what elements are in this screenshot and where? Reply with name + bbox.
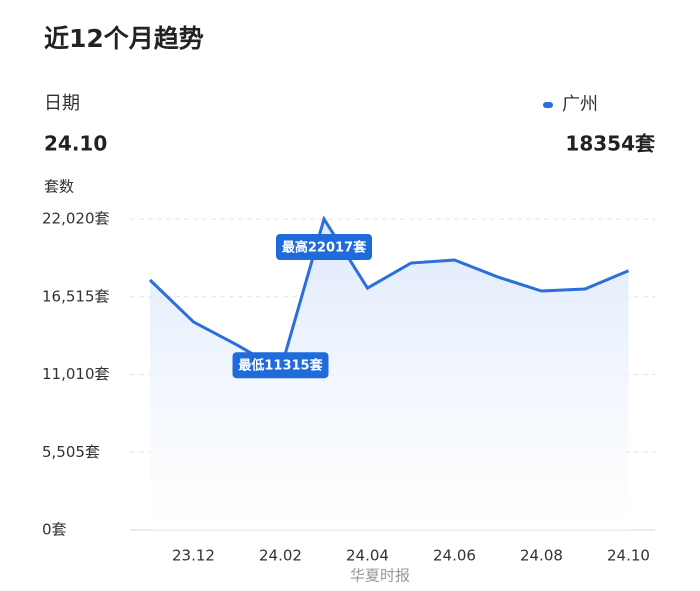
x-tick-label: 24.10	[607, 547, 650, 565]
selected-value: 18354套	[565, 132, 655, 156]
area	[150, 219, 629, 531]
chart-title: 近12个月趋势	[44, 24, 204, 53]
y-tick-label: 22,020套	[42, 210, 110, 228]
annotation-box	[232, 352, 329, 379]
date-caption: 日期	[44, 93, 80, 114]
legend-marker	[543, 102, 553, 108]
y-tick-label: 0套	[42, 521, 67, 539]
x-tick-label: 23.12	[172, 547, 215, 565]
selected-date: 24.10	[44, 132, 107, 156]
y-tick-label: 5,505套	[42, 443, 100, 461]
y-tick-label: 16,515套	[42, 287, 110, 305]
annotation: 最低11315套	[238, 358, 323, 374]
y-axis-label: 套数	[44, 178, 74, 196]
watermark: 华夏时报	[350, 567, 410, 585]
x-tick-label: 24.02	[259, 547, 302, 565]
annotation-box	[276, 234, 372, 261]
x-tick-label: 24.04	[346, 547, 389, 565]
legend-label: 广州	[562, 94, 598, 115]
annotation: 最高22017套	[282, 240, 367, 256]
y-tick-label: 11,010套	[42, 365, 110, 383]
x-tick-label: 24.06	[433, 547, 476, 565]
x-tick-label: 24.08	[520, 547, 563, 565]
line	[148, 215, 630, 373]
